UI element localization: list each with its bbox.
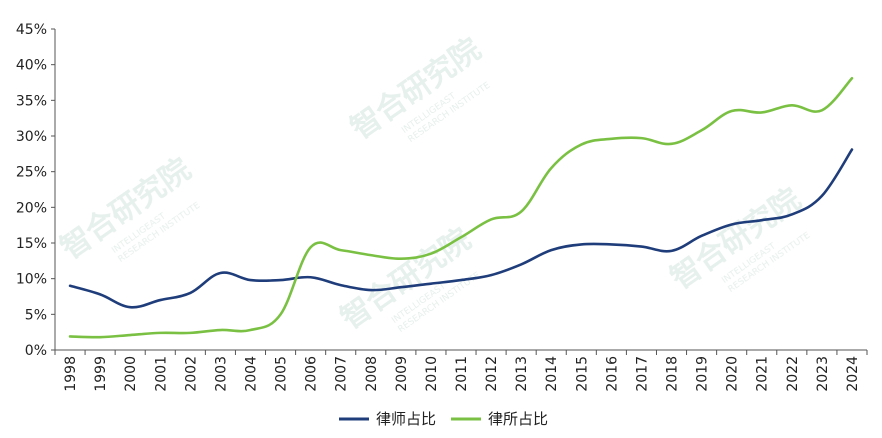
x-tick-label: 2000 — [123, 356, 139, 392]
x-tick-label: 2014 — [544, 356, 560, 392]
x-tick-label: 2022 — [785, 356, 801, 392]
x-tick-label: 2019 — [695, 356, 711, 392]
y-tick-label: 40% — [16, 58, 47, 74]
watermark-layer: 智合研究院 INTELLIGEAST RESEARCH INSTITUTE 智合… — [55, 32, 813, 337]
x-tick-label: 2011 — [454, 356, 470, 392]
y-tick-label: 30% — [16, 129, 47, 145]
series-layer — [68, 76, 854, 339]
watermark-top: 智合研究院 INTELLIGEAST RESEARCH INSTITUTE — [345, 32, 493, 147]
x-tick-label: 2002 — [183, 356, 199, 392]
x-tick-label: 2015 — [574, 356, 590, 392]
legend: 律师占比 律所占比 — [339, 410, 548, 428]
x-tick-label: 2018 — [665, 356, 681, 392]
y-tick-label: 35% — [16, 93, 47, 109]
x-tick-label: 2016 — [604, 356, 620, 392]
x-tick-label: 2010 — [424, 356, 440, 392]
x-tick-label: 2004 — [243, 356, 259, 392]
x-tick-label: 1998 — [63, 356, 79, 392]
x-tick-label: 2007 — [334, 356, 350, 392]
x-tick-label: 2006 — [304, 356, 320, 392]
watermark-right: 智合研究院 INTELLIGEAST RESEARCH INSTITUTE — [665, 182, 813, 297]
x-tick-label: 2020 — [725, 356, 741, 392]
x-tick-label: 2001 — [153, 356, 169, 392]
x-tick-label: 2009 — [394, 356, 410, 392]
x-tick-label: 2013 — [514, 356, 530, 392]
y-tick-label: 5% — [25, 307, 47, 323]
legend-label-2: 律所占比 — [488, 410, 548, 428]
y-tick-label: 45% — [16, 22, 47, 38]
x-tick-label: 2005 — [274, 356, 290, 392]
x-tick-label: 2003 — [213, 356, 229, 392]
y-tick-label: 25% — [16, 165, 47, 181]
x-tick-label: 2008 — [364, 356, 380, 392]
y-tick-label: 0% — [25, 343, 47, 359]
x-tick-label: 2023 — [815, 356, 831, 392]
x-tick-label: 2017 — [634, 356, 650, 392]
series-line-1 — [68, 148, 854, 309]
series-line-2 — [68, 76, 854, 339]
y-tick-label: 10% — [16, 272, 47, 288]
legend-label-1: 律师占比 — [376, 410, 436, 428]
x-tick-label: 2021 — [755, 356, 771, 392]
x-tick-label: 1999 — [93, 356, 109, 392]
watermark-left: 智合研究院 INTELLIGEAST RESEARCH INSTITUTE — [55, 152, 203, 267]
x-tick-label: 2012 — [484, 356, 500, 392]
axes: 0% 5% 10% 15% 20% 25% 30% 35% 40% 45% 1998 1999 2000… — [16, 22, 868, 392]
x-tick-label: 2024 — [845, 356, 861, 392]
y-tick-label: 20% — [16, 200, 47, 216]
y-tick-label: 15% — [16, 236, 47, 252]
